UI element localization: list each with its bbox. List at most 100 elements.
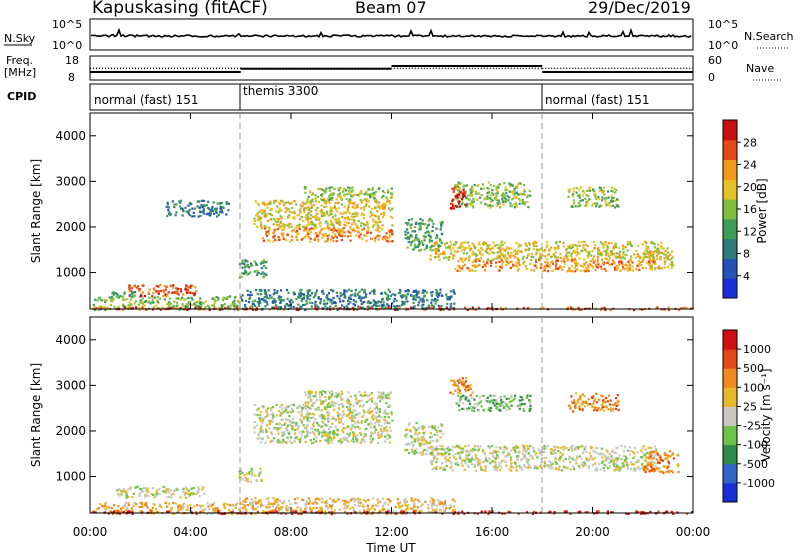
velocity-cell: [413, 502, 416, 505]
power-cell: [357, 226, 360, 230]
power-cell: [346, 230, 350, 233]
power-cell: [428, 239, 431, 242]
power-cell: [526, 194, 530, 197]
power-cell: [596, 258, 600, 261]
velocity-cell: [391, 419, 394, 422]
power-cell: [627, 241, 631, 244]
power-cell: [570, 205, 573, 208]
power-cell: [186, 289, 189, 292]
velocity-cell: [376, 498, 379, 501]
power-cell: [295, 308, 298, 311]
power-cell: [435, 227, 438, 230]
velocity-cell: [353, 432, 356, 435]
power-cell: [618, 261, 621, 264]
velocity-cell: [417, 499, 420, 502]
power-cell: [413, 290, 416, 293]
power-cell: [481, 253, 484, 256]
velocity-cell: [246, 472, 249, 475]
velocity-cell: [364, 500, 367, 503]
power-cell: [650, 260, 653, 263]
velocity-cell: [354, 435, 357, 438]
power-cell: [466, 202, 469, 205]
power-cell: [318, 222, 321, 225]
power-cell: [583, 240, 586, 243]
velocity-cell: [153, 503, 156, 506]
power-cell: [532, 269, 535, 272]
velocity-cell: [361, 405, 364, 408]
velocity-cell: [364, 433, 367, 436]
power-cell: [488, 252, 491, 255]
power-cell: [439, 288, 442, 291]
power-cell: [440, 294, 443, 297]
power-cell: [483, 187, 486, 190]
power-cell: [470, 247, 473, 250]
velocity-cell: [259, 427, 262, 430]
velocity-cell: [356, 434, 359, 437]
power-cell: [610, 199, 613, 202]
power-cell: [428, 218, 431, 221]
power-cell: [128, 284, 131, 287]
velocity-cell: [396, 501, 400, 505]
power-cell: [326, 235, 329, 238]
power-cell: [556, 256, 559, 259]
power-cell: [552, 253, 555, 256]
velocity-cell: [328, 436, 331, 439]
velocity-cell: [351, 417, 354, 420]
power-cell: [269, 200, 272, 203]
velocity-cell: [361, 415, 364, 419]
power-cell: [575, 262, 578, 265]
power-cell: [229, 306, 232, 309]
power-cell: [336, 308, 339, 311]
power-cell: [586, 268, 589, 271]
velocity-cell: [378, 408, 381, 411]
power-cell: [379, 301, 382, 304]
power-cell: [602, 246, 605, 249]
velocity-cell: [577, 465, 580, 468]
power-cell: [605, 269, 608, 273]
power-cell: [151, 294, 154, 298]
velocity-cell: [170, 493, 173, 496]
power-cell: [330, 228, 333, 231]
velocity-cell: [125, 493, 128, 497]
power-cell: [396, 304, 399, 308]
velocity-cell: [211, 503, 214, 506]
power-cell: [658, 251, 661, 254]
power-cell: [530, 255, 533, 258]
velocity-cell: [226, 503, 229, 506]
velocity-cell: [338, 418, 341, 422]
power-cell: [345, 211, 348, 214]
velocity-cell: [288, 420, 291, 423]
velocity-cell: [352, 409, 355, 412]
velocity-cell: [356, 439, 359, 442]
velocity-cell: [410, 499, 413, 502]
velocity-cell: [432, 439, 435, 442]
power-cell: [555, 246, 559, 249]
velocity-cell: [326, 417, 330, 420]
power-cell: [315, 304, 318, 307]
velocity-cell: [354, 413, 357, 416]
power-cell: [499, 306, 502, 309]
power-cell: [517, 268, 520, 271]
power-cell: [415, 233, 418, 237]
power-cell: [322, 212, 325, 215]
velocity-cell: [253, 426, 256, 429]
power-cell: [626, 265, 629, 268]
velocity-cell: [340, 393, 344, 396]
cpid-panel: CPID normal (fast) 151 themis 3300 norma…: [7, 83, 694, 111]
power-cell: [657, 265, 660, 268]
power-cell: [273, 291, 277, 294]
velocity-cell: [285, 426, 288, 429]
power-cell: [263, 296, 266, 299]
power-cell: [456, 185, 459, 188]
velocity-cell: [351, 437, 354, 440]
power-cell: [195, 301, 198, 304]
power-cell: [472, 244, 476, 248]
power-cell: [574, 259, 577, 262]
power-cell: [614, 243, 617, 246]
power-cell: [528, 242, 531, 245]
power-cell: [417, 301, 420, 304]
power-cell: [461, 197, 464, 201]
power-cell: [456, 183, 459, 186]
velocity-cell: [212, 509, 216, 512]
power-cell: [461, 267, 464, 270]
